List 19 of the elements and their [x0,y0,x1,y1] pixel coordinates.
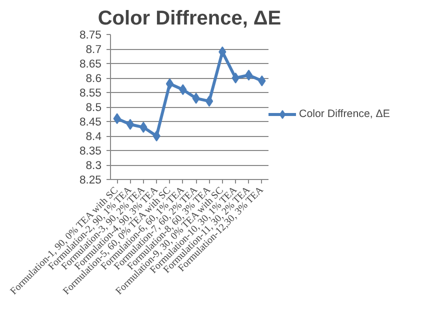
y-tick-label: 8.75 [79,30,102,42]
y-tick-label: 8.55 [79,88,102,100]
point [232,72,240,84]
y-tick-label: 8.65 [79,58,102,70]
point [126,118,134,130]
point [152,130,160,142]
y-tick-label: 8.5 [86,102,102,114]
y-tick-label: 8.7 [86,44,102,56]
point [166,78,174,90]
y-tick-label: 8.25 [79,174,102,186]
y-tick-label: 8.45 [79,116,102,128]
y-tick-label: 8.3 [86,160,102,172]
point [205,96,214,107]
legend-label: Color Diffrence, ΔE [299,108,390,120]
point [244,70,253,81]
y-tick-label: 8.35 [79,146,102,158]
y-tick-label: 8.6 [86,73,102,85]
chart-title: Color Diffrence, ΔE [98,8,282,30]
y-tick-label: 8.4 [86,131,102,143]
